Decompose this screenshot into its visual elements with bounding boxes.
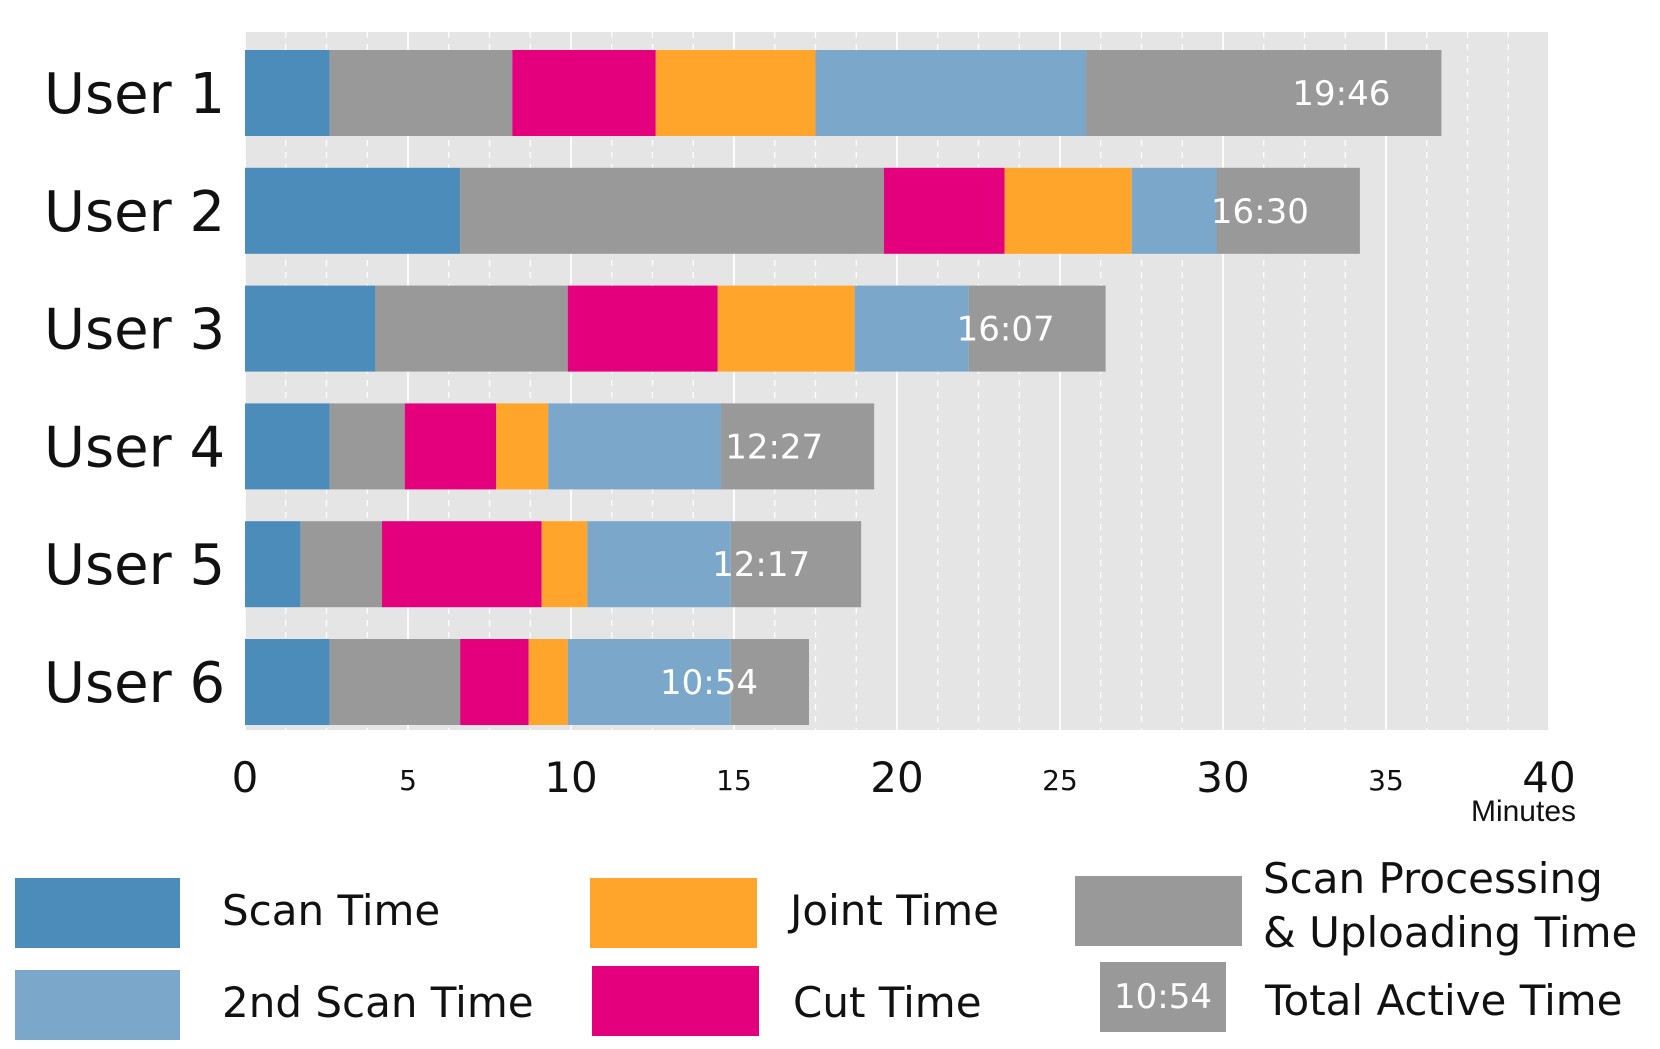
x-tick-label: 5: [399, 764, 417, 797]
bar-segment-scan: [245, 285, 376, 372]
bar-segment-processing: [300, 521, 382, 608]
bar-segment-joint: [1004, 167, 1132, 254]
x-tick-label: 35: [1368, 764, 1404, 797]
bar-segment-processing-final: [1086, 50, 1442, 136]
bar-segment-cut: [512, 50, 656, 136]
bar-segment-second-scan: [1131, 167, 1217, 254]
bar-segment-processing: [460, 167, 884, 254]
bar-total-label: 10:54: [660, 663, 758, 703]
bar-segment-scan: [245, 167, 461, 254]
bar-segment-scan: [245, 50, 330, 136]
bar-segment-second-scan: [548, 403, 721, 490]
bar-segment-joint: [541, 521, 588, 608]
bar-segment-cut: [381, 521, 542, 608]
y-axis-label: User 3: [44, 298, 225, 363]
bars: 19:46 16:30 16:07 12:27 12:17 10:54: [245, 50, 1442, 725]
bar-segment-joint: [717, 285, 855, 372]
bar-segment-joint: [496, 403, 549, 490]
y-axis-label: User 2: [44, 180, 225, 245]
bar-segment-processing-final: [730, 521, 862, 608]
bar-total-label: 12:17: [712, 545, 810, 585]
x-tick-label: 10: [544, 753, 597, 802]
bar-total-label: 16:30: [1211, 192, 1309, 232]
bar-segment-scan: [245, 521, 301, 608]
x-axis-title: Minutes: [1471, 795, 1576, 828]
x-axis-ticks: 0 5 10 15 20 25 30 35 40: [232, 753, 1576, 802]
x-tick-label: 30: [1196, 753, 1249, 802]
y-axis-label: User 1: [44, 62, 225, 127]
bar-segment-processing-final: [968, 285, 1106, 372]
x-tick-label: 25: [1042, 764, 1078, 797]
bar-segment-processing: [329, 639, 461, 725]
bar-total-label: 12:27: [725, 427, 823, 467]
x-tick-label: 20: [870, 753, 923, 802]
bar-segment-joint: [655, 50, 816, 136]
bar-segment-joint: [528, 639, 568, 725]
bar-segment-processing: [329, 50, 513, 136]
y-axis-labels: User 1 User 2 User 3 User 4 User 5 User 6: [44, 62, 225, 716]
bar-segment-cut: [460, 639, 529, 725]
bar-segment-scan: [245, 639, 330, 725]
grid-lines: [244, 32, 1550, 730]
bar-segment-second-scan: [567, 639, 731, 725]
bar-total-label: 16:07: [957, 310, 1055, 350]
bar-segment-second-scan: [587, 521, 731, 608]
bar-total-label: 19:46: [1292, 74, 1390, 114]
y-axis-label: User 4: [44, 415, 225, 480]
bar-segment-processing: [375, 285, 568, 372]
y-axis-label: User 5: [44, 533, 225, 598]
bar-segment-processing-final: [1216, 167, 1360, 254]
bar-segment-cut: [883, 167, 1005, 254]
x-tick-label: 15: [716, 764, 752, 797]
x-tick-label: 40: [1522, 753, 1575, 802]
bar-segment-processing-final: [730, 639, 809, 725]
bar-segment-cut: [404, 403, 497, 490]
x-tick-label: 0: [232, 753, 259, 802]
y-axis-label: User 6: [44, 651, 225, 716]
bar-segment-second-scan: [854, 285, 969, 372]
bar-segment-cut: [567, 285, 718, 372]
bar-segment-second-scan: [815, 50, 1087, 136]
bar-segment-processing-final: [720, 403, 875, 490]
bar-segment-scan: [245, 403, 330, 490]
bar-segment-processing: [329, 403, 405, 490]
